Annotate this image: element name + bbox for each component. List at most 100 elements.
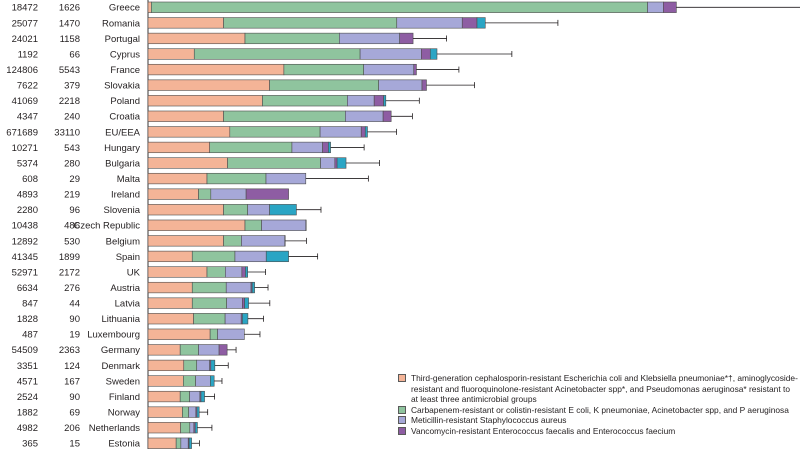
bar-segment-sweden-mrsa xyxy=(195,375,211,387)
deaths-value-denmark: 124 xyxy=(64,361,80,372)
bar-segment-uk-3gc-resistant-e-coli-and-k-pneumoniae xyxy=(147,266,208,278)
country-label-greece: Greece xyxy=(109,3,140,14)
cases-value-lithuania: 1828 xyxy=(17,314,38,325)
bar-segment-estonia-acinetobacter-p-aeruginosa xyxy=(188,437,192,449)
bar-segment-malta-mrsa xyxy=(265,172,307,185)
bar-segment-portugal-carbapenem-colistin-resistant xyxy=(244,32,340,45)
bar-segment-hungary-mrsa xyxy=(291,141,323,154)
cases-value-czech-republic: 10438 xyxy=(12,221,38,232)
cases-value-latvia: 847 xyxy=(22,299,38,310)
bar-segment-germany-vre xyxy=(218,344,228,356)
deaths-value-cyprus: 66 xyxy=(69,49,80,60)
cases-value-greece: 18472 xyxy=(12,3,38,14)
bar-segment-sweden-acinetobacter-p-aeruginosa xyxy=(210,375,215,387)
bar-segment-ireland-carbapenem-colistin-resistant xyxy=(198,188,212,200)
bar-segment-austria-3gc-resistant-e-coli-and-k-pneumoniae xyxy=(147,281,193,294)
country-label-portugal: Portugal xyxy=(105,34,140,45)
chart-legend: Third-generation cephalosporin-resistant… xyxy=(398,373,798,437)
cases-value-eu-eea: 671689 xyxy=(6,127,38,138)
cases-value-luxembourg: 487 xyxy=(22,330,38,341)
deaths-value-sweden: 167 xyxy=(64,376,80,387)
bar-segment-germany-mrsa xyxy=(198,344,220,356)
bar-segment-eu-eea-vre xyxy=(360,126,366,138)
bar-segment-cyprus-acinetobacter-p-aeruginosa xyxy=(429,48,438,60)
bar-segment-lithuania-3gc-resistant-e-coli-and-k-pneumoniae xyxy=(147,313,194,325)
country-label-lithuania: Lithuania xyxy=(101,314,140,325)
cases-value-cyprus: 1192 xyxy=(18,49,38,60)
country-label-slovakia: Slovakia xyxy=(104,81,141,92)
legend-swatch-carbapenem-resistant xyxy=(398,405,406,414)
deaths-value-slovenia: 96 xyxy=(69,205,80,216)
bar-segment-croatia-mrsa xyxy=(345,110,384,122)
bar-segment-hungary-carbapenem-colistin-resistant xyxy=(209,141,293,154)
legend-swatch-3gc-resistant xyxy=(398,374,406,382)
deaths-value-belgium: 530 xyxy=(64,236,80,247)
deaths-value-estonia: 15 xyxy=(69,439,80,449)
cases-value-norway: 1882 xyxy=(17,408,38,419)
cases-value-estonia: 365 xyxy=(22,439,38,449)
bar-segment-lithuania-mrsa xyxy=(224,313,242,325)
cases-value-germany: 54509 xyxy=(12,345,38,356)
bar-segment-slovakia-3gc-resistant-e-coli-and-k-pneumoniae xyxy=(147,79,270,91)
deaths-value-germany: 2363 xyxy=(59,345,80,356)
deaths-value-czech-republic: 486 xyxy=(64,221,80,232)
bar-segment-spain-mrsa xyxy=(234,250,267,263)
bar-segment-bulgaria-vre xyxy=(334,157,338,169)
cases-value-france: 124806 xyxy=(6,65,38,76)
country-label-croatia: Croatia xyxy=(109,112,140,123)
bar-segment-denmark-mrsa xyxy=(196,359,210,372)
country-label-eu-eea: EU/EEA xyxy=(105,127,141,138)
country-label-romania: Romania xyxy=(102,18,141,29)
cases-value-finland: 2524 xyxy=(17,392,38,403)
bar-segment-malta-3gc-resistant-e-coli-and-k-pneumoniae xyxy=(147,172,208,185)
country-label-slovenia: Slovenia xyxy=(104,205,141,216)
country-label-finland: Finland xyxy=(109,392,140,403)
bar-segment-croatia-carbapenem-colistin-resistant xyxy=(223,110,346,122)
bar-segment-hungary-acinetobacter-p-aeruginosa xyxy=(328,141,331,154)
bar-segment-luxembourg-carbapenem-colistin-resistant xyxy=(209,328,218,340)
bar-segment-poland-mrsa xyxy=(347,95,375,107)
bar-segment-slovakia-mrsa xyxy=(378,79,423,91)
country-label-hungary: Hungary xyxy=(104,143,140,154)
bar-segment-bulgaria-carbapenem-colistin-resistant xyxy=(227,157,321,169)
deaths-value-hungary: 543 xyxy=(64,143,80,154)
bar-segment-poland-3gc-resistant-e-coli-and-k-pneumoniae xyxy=(147,95,263,107)
country-label-latvia: Latvia xyxy=(115,299,141,310)
bar-segment-spain-carbapenem-colistin-resistant xyxy=(191,250,236,263)
bar-segment-france-3gc-resistant-e-coli-and-k-pneumoniae xyxy=(147,63,285,76)
legend-label-3gc-resistant: Third-generation cephalosporin-resistant… xyxy=(411,373,798,405)
bar-segment-luxembourg-3gc-resistant-e-coli-and-k-pneumoniae xyxy=(147,328,211,340)
bar-segment-sweden-3gc-resistant-e-coli-and-k-pneumoniae xyxy=(147,375,184,387)
legend-item-carbapenem-resistant: Carbapenem-resistant or colistin-resista… xyxy=(398,405,798,416)
bar-segment-austria-acinetobacter-p-aeruginosa xyxy=(251,281,255,294)
legend-item-mrsa: Meticillin-resistant Staphylococcus aure… xyxy=(398,415,798,426)
cases-value-romania: 25077 xyxy=(12,18,38,29)
bar-segment-lithuania-acinetobacter-p-aeruginosa xyxy=(242,313,249,325)
cases-value-slovenia: 2280 xyxy=(17,205,38,216)
legend-item-3gc-resistant: Third-generation cephalosporin-resistant… xyxy=(398,373,798,405)
bar-segment-greece-3gc-resistant-e-coli-and-k-pneumoniae xyxy=(147,1,152,13)
country-label-belgium: Belgium xyxy=(106,236,140,247)
bar-segment-romania-3gc-resistant-e-coli-and-k-pneumoniae xyxy=(147,17,224,29)
bar-segment-norway-3gc-resistant-e-coli-and-k-pneumoniae xyxy=(147,406,183,418)
bar-segment-ireland-vre xyxy=(245,188,289,200)
cases-value-spain: 41345 xyxy=(12,252,38,263)
bar-segment-cyprus-carbapenem-colistin-resistant xyxy=(193,48,361,60)
bar-segment-malta-carbapenem-colistin-resistant xyxy=(206,172,267,185)
bar-segment-denmark-carbapenem-colistin-resistant xyxy=(183,359,198,372)
deaths-value-luxembourg: 19 xyxy=(69,330,80,341)
country-label-sweden: Sweden xyxy=(106,376,140,387)
bar-segment-netherlands-mrsa xyxy=(189,422,195,434)
cases-value-netherlands: 4982 xyxy=(17,423,38,434)
deaths-value-norway: 69 xyxy=(69,408,80,419)
deaths-value-greece: 1626 xyxy=(59,3,80,14)
bar-segment-portugal-vre xyxy=(399,32,414,45)
cases-value-malta: 608 xyxy=(22,174,38,185)
country-label-france: France xyxy=(110,65,140,76)
cases-value-austria: 6634 xyxy=(17,283,38,294)
bar-segment-romania-acinetobacter-p-aeruginosa xyxy=(476,17,486,29)
bar-segment-cyprus-3gc-resistant-e-coli-and-k-pneumoniae xyxy=(147,48,195,60)
bar-segment-latvia-acinetobacter-p-aeruginosa xyxy=(244,297,249,309)
bar-segment-ireland-3gc-resistant-e-coli-and-k-pneumoniae xyxy=(147,188,199,200)
